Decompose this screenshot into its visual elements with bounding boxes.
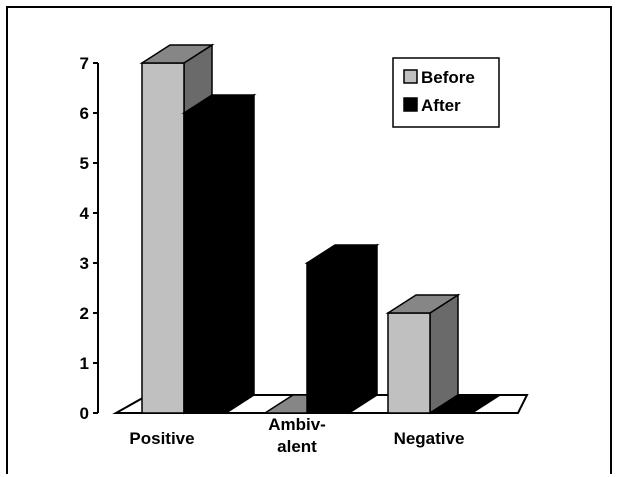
y-tick-label: 0 <box>80 404 89 423</box>
bar-before-2-top <box>385 294 461 314</box>
legend-swatch-after <box>403 97 418 112</box>
y-tick-label: 1 <box>80 354 89 373</box>
y-tick-label: 4 <box>80 204 90 223</box>
bar-after-1 <box>306 262 350 414</box>
bar-after-0-side <box>225 93 255 415</box>
y-tick-label: 2 <box>80 304 89 323</box>
bar-before-2 <box>387 312 431 414</box>
y-tick-label: 5 <box>80 154 89 173</box>
chart-canvas: 0 1 2 3 4 5 6 7 Positive Ambiv-alent Negative Befor… <box>80 43 529 456</box>
y-tick-label: 7 <box>80 54 89 73</box>
legend-label-after: After <box>421 96 461 115</box>
x-category-label: Ambiv- <box>268 415 326 434</box>
x-category-label: alent <box>277 437 317 456</box>
bar-before-2-side <box>429 293 459 415</box>
bar-after-0 <box>183 112 227 414</box>
chart-frame: 0 1 2 3 4 5 6 7 Positive Ambiv-alent Negative Befor… <box>6 6 612 474</box>
bar-before-0 <box>141 62 185 414</box>
y-tick-label: 3 <box>80 254 89 273</box>
bar-after-2-top <box>427 394 503 414</box>
legend-label-before: Before <box>421 68 475 87</box>
x-category-label: Positive <box>129 429 194 448</box>
legend-swatch-before <box>403 69 418 84</box>
bar-after-1-top <box>304 244 380 264</box>
bar-after-1-side <box>348 243 378 415</box>
bar-before-0-top <box>139 44 215 64</box>
x-category-label: Negative <box>394 429 465 448</box>
y-tick-label: 6 <box>80 104 89 123</box>
bar-after-0-top <box>181 94 257 114</box>
